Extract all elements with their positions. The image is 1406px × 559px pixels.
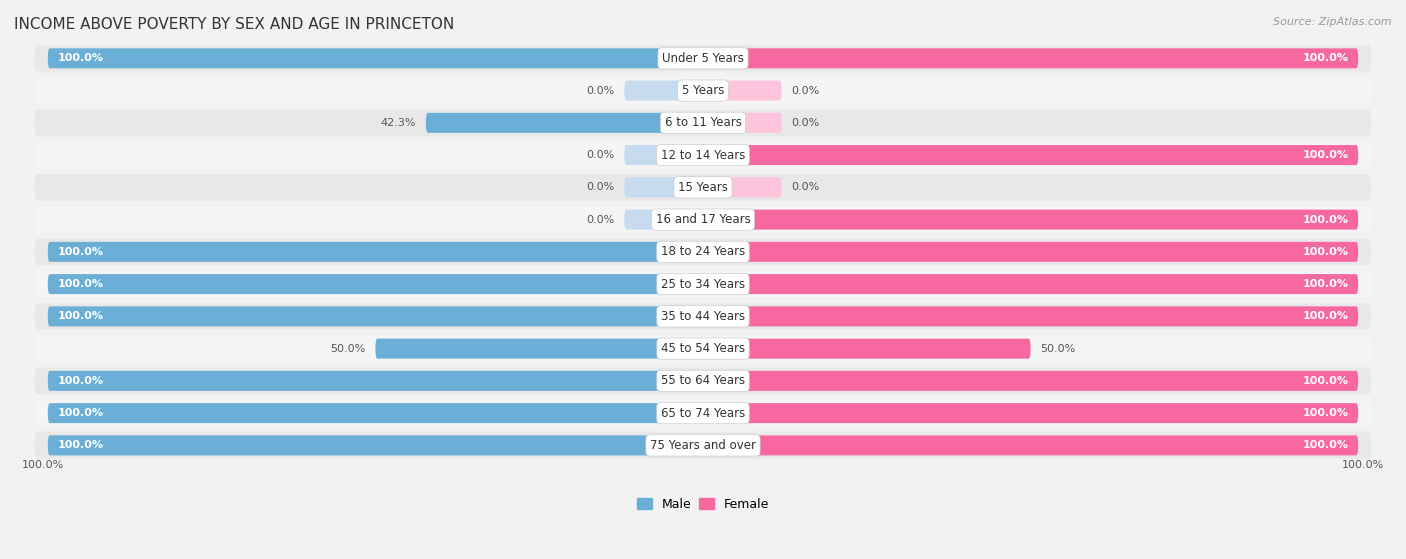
Text: 100.0%: 100.0% xyxy=(1302,311,1348,321)
Text: 55 to 64 Years: 55 to 64 Years xyxy=(661,375,745,387)
Text: 100.0%: 100.0% xyxy=(1302,215,1348,225)
FancyBboxPatch shape xyxy=(703,242,1358,262)
Text: 100.0%: 100.0% xyxy=(1302,53,1348,63)
Text: 0.0%: 0.0% xyxy=(792,86,820,96)
FancyBboxPatch shape xyxy=(375,339,703,359)
Text: 35 to 44 Years: 35 to 44 Years xyxy=(661,310,745,323)
FancyBboxPatch shape xyxy=(703,274,1358,294)
Text: 100.0%: 100.0% xyxy=(1302,376,1348,386)
FancyBboxPatch shape xyxy=(35,335,1371,362)
Text: 75 Years and over: 75 Years and over xyxy=(650,439,756,452)
Text: 100.0%: 100.0% xyxy=(21,459,63,470)
FancyBboxPatch shape xyxy=(703,145,1358,165)
FancyBboxPatch shape xyxy=(35,110,1371,136)
Text: 100.0%: 100.0% xyxy=(58,376,104,386)
FancyBboxPatch shape xyxy=(48,371,703,391)
Text: 0.0%: 0.0% xyxy=(792,182,820,192)
Text: 50.0%: 50.0% xyxy=(1040,344,1076,354)
Text: 0.0%: 0.0% xyxy=(792,118,820,128)
Text: 25 to 34 Years: 25 to 34 Years xyxy=(661,278,745,291)
Text: 100.0%: 100.0% xyxy=(58,440,104,451)
FancyBboxPatch shape xyxy=(703,80,782,101)
Text: 12 to 14 Years: 12 to 14 Years xyxy=(661,149,745,162)
Text: 0.0%: 0.0% xyxy=(586,182,614,192)
Text: 0.0%: 0.0% xyxy=(586,150,614,160)
FancyBboxPatch shape xyxy=(703,371,1358,391)
FancyBboxPatch shape xyxy=(35,400,1371,427)
Text: 5 Years: 5 Years xyxy=(682,84,724,97)
Text: 18 to 24 Years: 18 to 24 Years xyxy=(661,245,745,258)
FancyBboxPatch shape xyxy=(703,403,1358,423)
Text: 45 to 54 Years: 45 to 54 Years xyxy=(661,342,745,355)
FancyBboxPatch shape xyxy=(48,306,703,326)
FancyBboxPatch shape xyxy=(35,206,1371,233)
Text: 65 to 74 Years: 65 to 74 Years xyxy=(661,406,745,420)
Text: 15 Years: 15 Years xyxy=(678,181,728,194)
FancyBboxPatch shape xyxy=(35,432,1371,458)
FancyBboxPatch shape xyxy=(35,368,1371,394)
FancyBboxPatch shape xyxy=(48,48,703,68)
Text: 0.0%: 0.0% xyxy=(586,215,614,225)
FancyBboxPatch shape xyxy=(703,177,782,197)
FancyBboxPatch shape xyxy=(426,113,703,133)
Text: 100.0%: 100.0% xyxy=(58,408,104,418)
FancyBboxPatch shape xyxy=(48,403,703,423)
Text: INCOME ABOVE POVERTY BY SEX AND AGE IN PRINCETON: INCOME ABOVE POVERTY BY SEX AND AGE IN P… xyxy=(14,17,454,32)
Text: 100.0%: 100.0% xyxy=(1302,408,1348,418)
Text: Source: ZipAtlas.com: Source: ZipAtlas.com xyxy=(1274,17,1392,27)
FancyBboxPatch shape xyxy=(624,145,703,165)
FancyBboxPatch shape xyxy=(703,339,1031,359)
FancyBboxPatch shape xyxy=(703,435,1358,456)
FancyBboxPatch shape xyxy=(703,210,1358,230)
FancyBboxPatch shape xyxy=(624,210,703,230)
Text: 0.0%: 0.0% xyxy=(586,86,614,96)
Text: 100.0%: 100.0% xyxy=(1302,150,1348,160)
FancyBboxPatch shape xyxy=(35,142,1371,168)
FancyBboxPatch shape xyxy=(35,239,1371,265)
Text: Under 5 Years: Under 5 Years xyxy=(662,52,744,65)
FancyBboxPatch shape xyxy=(624,177,703,197)
Text: 100.0%: 100.0% xyxy=(58,53,104,63)
FancyBboxPatch shape xyxy=(48,242,703,262)
FancyBboxPatch shape xyxy=(703,306,1358,326)
FancyBboxPatch shape xyxy=(48,435,703,456)
FancyBboxPatch shape xyxy=(35,45,1371,72)
FancyBboxPatch shape xyxy=(703,113,782,133)
Text: 50.0%: 50.0% xyxy=(330,344,366,354)
FancyBboxPatch shape xyxy=(703,48,1358,68)
Text: 100.0%: 100.0% xyxy=(1302,247,1348,257)
Text: 100.0%: 100.0% xyxy=(58,247,104,257)
FancyBboxPatch shape xyxy=(48,274,703,294)
FancyBboxPatch shape xyxy=(35,77,1371,104)
Text: 100.0%: 100.0% xyxy=(1302,279,1348,289)
FancyBboxPatch shape xyxy=(35,303,1371,330)
FancyBboxPatch shape xyxy=(35,174,1371,201)
FancyBboxPatch shape xyxy=(624,80,703,101)
Text: 100.0%: 100.0% xyxy=(58,311,104,321)
Text: 100.0%: 100.0% xyxy=(58,279,104,289)
FancyBboxPatch shape xyxy=(35,271,1371,297)
Text: 42.3%: 42.3% xyxy=(381,118,416,128)
Text: 100.0%: 100.0% xyxy=(1343,459,1385,470)
Text: 100.0%: 100.0% xyxy=(1302,440,1348,451)
Text: 6 to 11 Years: 6 to 11 Years xyxy=(665,116,741,129)
Legend: Male, Female: Male, Female xyxy=(631,493,775,516)
Text: 16 and 17 Years: 16 and 17 Years xyxy=(655,213,751,226)
